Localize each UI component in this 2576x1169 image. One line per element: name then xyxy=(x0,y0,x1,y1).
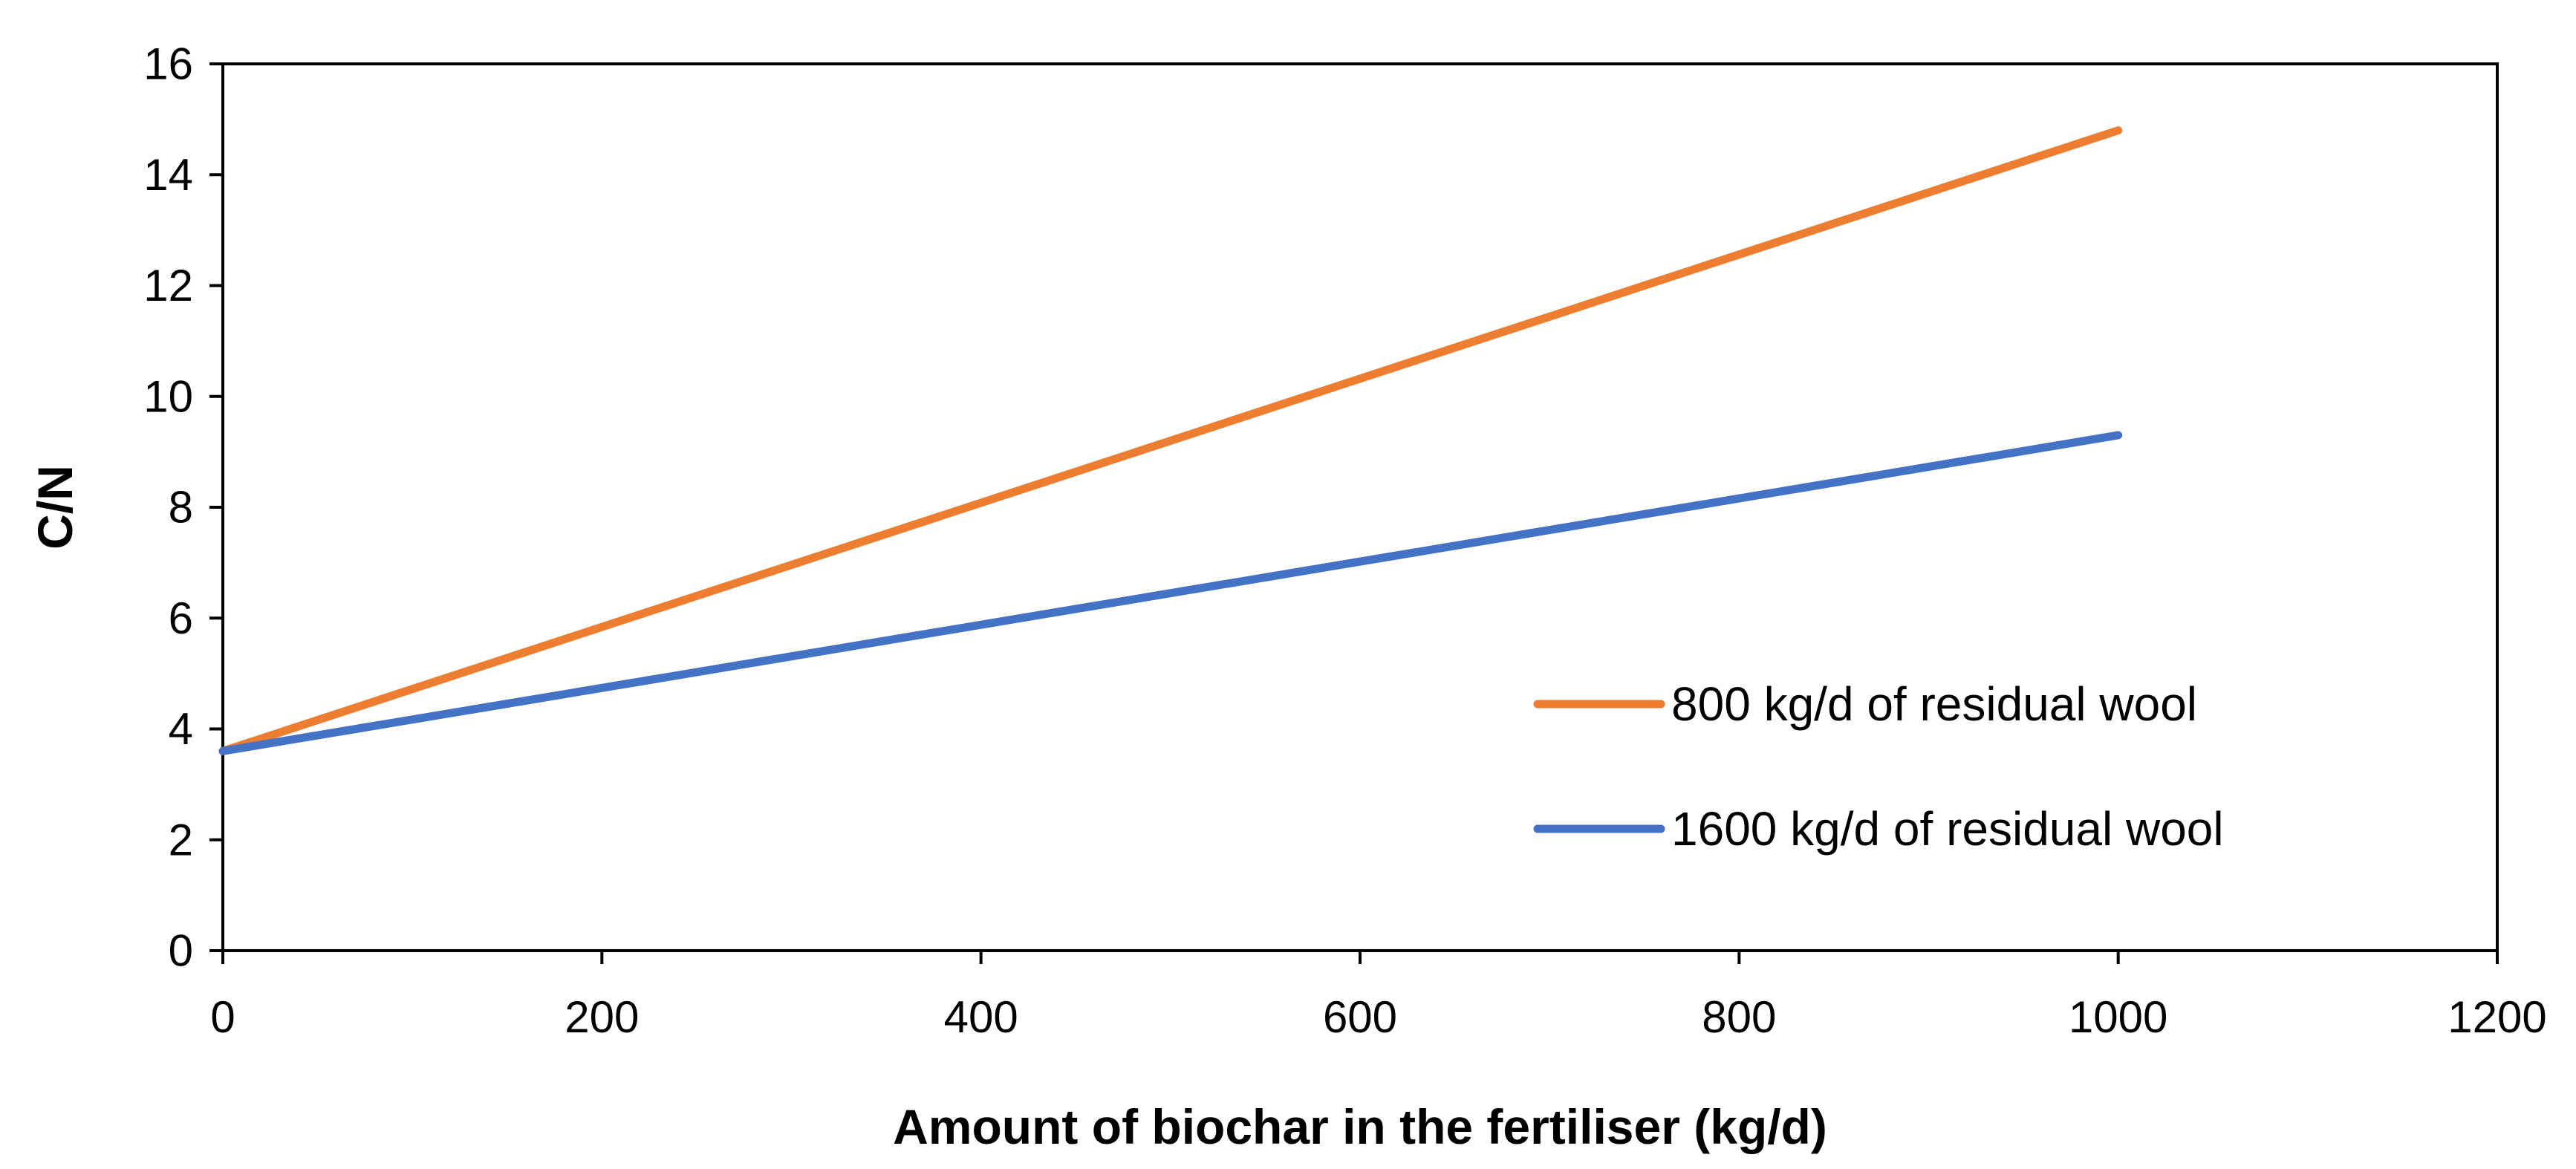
y-axis: 0 2 4 6 8 10 12 14 16 xyxy=(143,39,223,976)
legend-label-2: 1600 kg/d of residual wool xyxy=(1671,802,2224,856)
x-tick-label: 1000 xyxy=(2069,992,2167,1042)
y-tick-label: 4 xyxy=(169,704,193,754)
y-tick-label: 12 xyxy=(143,261,193,310)
y-tick-label: 2 xyxy=(169,815,193,864)
y-tick-label: 6 xyxy=(169,593,193,643)
y-axis-title: C/N xyxy=(27,465,82,550)
series-line-2 xyxy=(218,431,2123,755)
y-tick-label: 14 xyxy=(143,150,193,200)
y-tick-label: 16 xyxy=(143,39,193,89)
legend: 800 kg/d of residual wool 1600 kg/d of re… xyxy=(1533,677,2224,856)
x-tick-label: 400 xyxy=(944,992,1018,1042)
x-axis: 0 200 400 600 800 1000 1200 xyxy=(210,951,2547,1042)
x-tick-label: 200 xyxy=(565,992,639,1042)
x-tick-label: 0 xyxy=(210,992,235,1042)
legend-label-1: 800 kg/d of residual wool xyxy=(1671,677,2197,731)
x-tick-label: 600 xyxy=(1323,992,1397,1042)
plot-border xyxy=(221,62,2499,952)
y-tick-label: 8 xyxy=(169,483,193,533)
series-layer xyxy=(218,126,2123,755)
x-tick-label: 1200 xyxy=(2447,992,2546,1042)
x-tick-label: 800 xyxy=(1702,992,1776,1042)
series-line-1 xyxy=(218,126,2123,755)
x-axis-title: Amount of biochar in the fertiliser (kg/… xyxy=(893,1099,1827,1154)
y-tick-label: 0 xyxy=(169,926,193,976)
plot-area xyxy=(221,62,2499,952)
y-tick-label: 10 xyxy=(143,371,193,421)
